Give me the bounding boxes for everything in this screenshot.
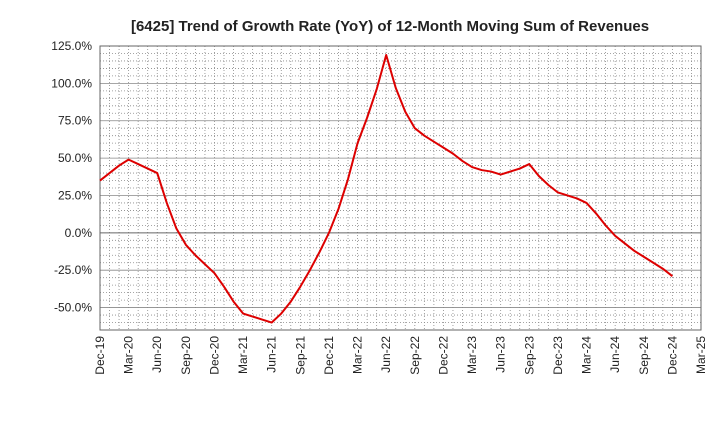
series-group: [99, 53, 673, 324]
x-tick-label: Sep-21: [293, 336, 307, 375]
x-tick-label: Mar-21: [236, 336, 250, 374]
x-tick-label: Mar-25: [694, 336, 708, 374]
y-tick-label: 75.0%: [58, 114, 92, 128]
x-axis-tick-labels: Dec-19 Mar-20 Jun-20 Sep-20 Dec-20 Mar-21 Jun-…: [93, 336, 708, 375]
grid-lines: [100, 45, 701, 330]
x-tick-label: Dec-20: [207, 336, 221, 375]
y-tick-label: 100.0%: [51, 76, 92, 90]
x-tick-label: Sep-20: [179, 336, 193, 375]
plot-area-border: [99, 45, 702, 331]
x-tick-label: Jun-22: [379, 336, 393, 373]
x-tick-label: Dec-19: [93, 336, 107, 375]
y-tick-label: 125.0%: [51, 39, 92, 53]
x-tick-label: Dec-21: [322, 336, 336, 375]
chart-title: [6425] Trend of Growth Rate (YoY) of 12-…: [131, 18, 649, 35]
x-tick-label: Jun-20: [150, 336, 164, 373]
x-tick-label: Mar-20: [122, 336, 136, 374]
y-tick-label: -50.0%: [54, 301, 92, 315]
y-tick-label: 0.0%: [65, 226, 93, 240]
y-tick-label: -25.0%: [54, 263, 92, 277]
x-tick-label: Sep-24: [637, 336, 651, 375]
x-tick-label: Mar-24: [580, 336, 594, 374]
x-tick-label: Dec-24: [665, 336, 679, 375]
x-tick-label: Dec-22: [436, 336, 450, 375]
x-tick-label: Mar-22: [351, 336, 365, 374]
x-tick-label: Jun-23: [494, 336, 508, 373]
y-tick-label: 50.0%: [58, 151, 92, 165]
x-tick-label: Sep-23: [522, 336, 536, 375]
series-line: [99, 53, 673, 324]
y-axis-tick-labels: 125.0% 100.0% 75.0% 50.0% 25.0% 0.0% -25.0% -50…: [51, 39, 92, 315]
x-tick-label: Mar-23: [465, 336, 479, 374]
x-tick-label: Jun-24: [608, 336, 622, 373]
x-tick-label: Sep-22: [408, 336, 422, 375]
x-tick-label: Dec-23: [551, 336, 565, 375]
y-tick-label: 25.0%: [58, 188, 92, 202]
x-tick-label: Jun-21: [265, 336, 279, 373]
